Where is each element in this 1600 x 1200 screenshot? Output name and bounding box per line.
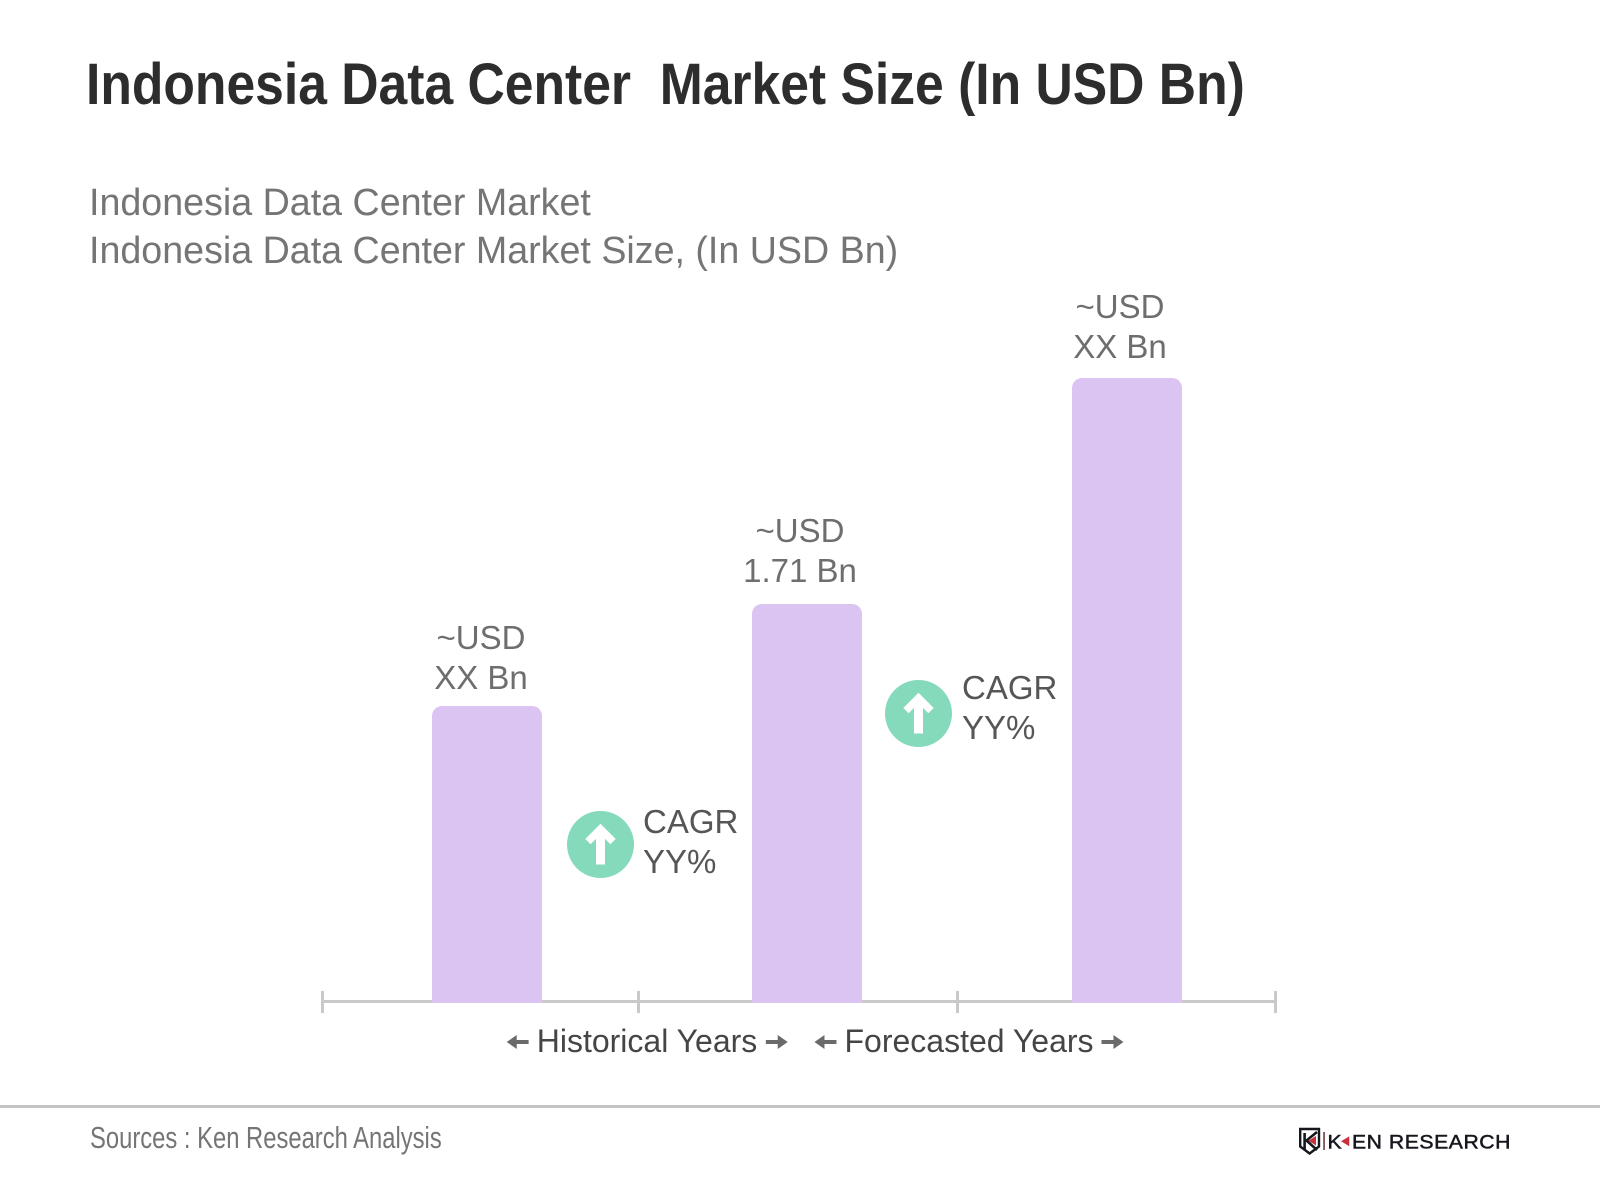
svg-text:K: K bbox=[1328, 1132, 1343, 1153]
svg-text:EN RESEARCH: EN RESEARCH bbox=[1352, 1132, 1511, 1153]
